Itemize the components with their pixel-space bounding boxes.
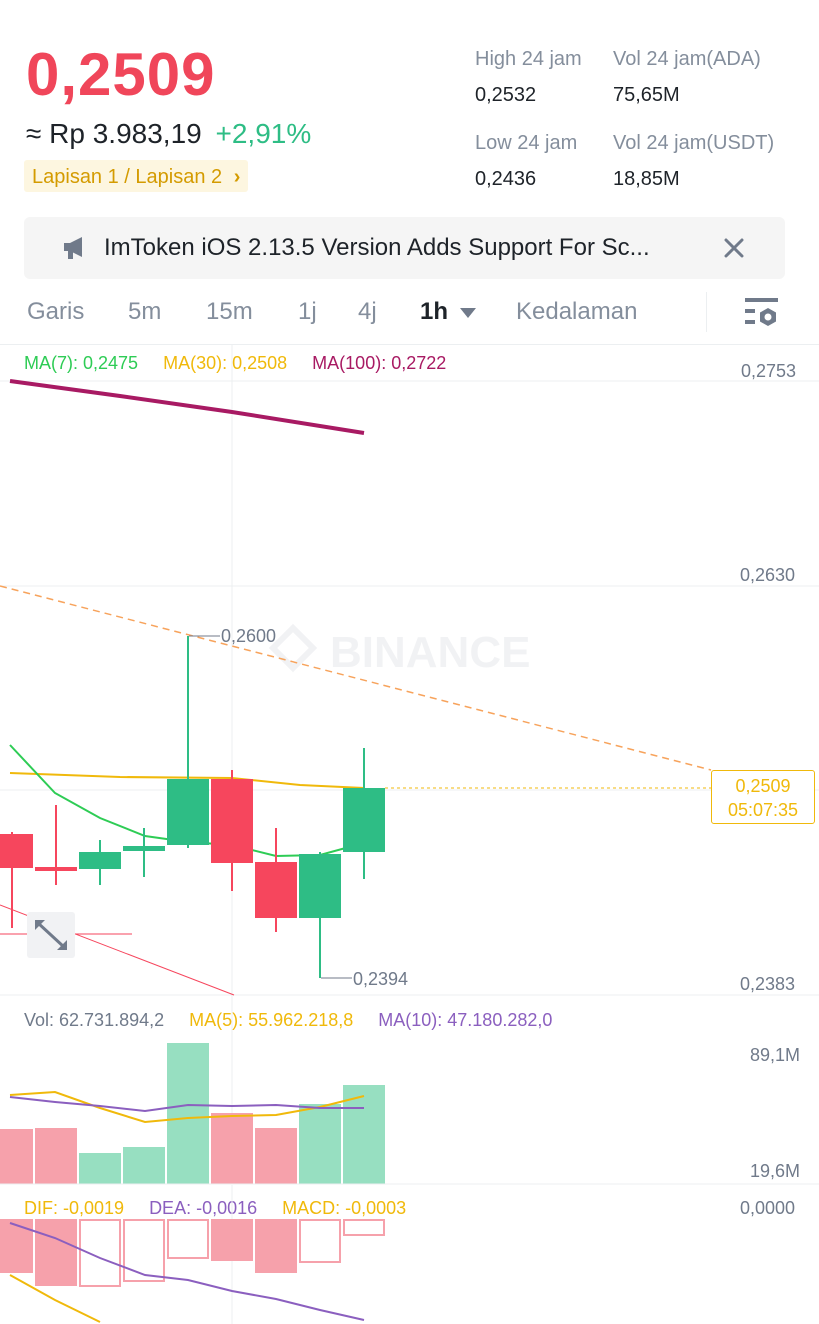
high-24h-label: High 24 jam <box>475 48 582 70</box>
tab-1j[interactable]: 1j <box>298 298 317 325</box>
volume-axis-bottom: 19,6M <box>750 1161 801 1181</box>
chart-settings-icon[interactable] <box>744 296 780 332</box>
fiat-price-row: ≈ Rp 3.983,19 +2,91% <box>26 118 311 150</box>
volume-value: Vol: 62.731.894,2 <box>24 1010 165 1030</box>
candle-up <box>343 788 385 852</box>
volume-bar-down <box>211 1113 253 1184</box>
current-price-tag: 0,2509 05:07:35 <box>711 770 815 824</box>
candle-down <box>0 834 33 868</box>
macd-dif-line <box>9 1274 101 1323</box>
ma7-legend: MA(7): 0,2475 <box>24 353 139 373</box>
macd-bar <box>0 1219 33 1273</box>
volume-bar-up <box>123 1147 165 1184</box>
news-banner[interactable]: ImToken iOS 2.13.5 Version Adds Support … <box>24 217 785 279</box>
news-text: ImToken iOS 2.13.5 Version Adds Support … <box>104 234 650 261</box>
high-marker-label: 0,2600 <box>221 626 276 646</box>
caret-down-icon <box>459 307 476 318</box>
candle-down <box>211 779 253 863</box>
tabs-divider <box>0 344 819 345</box>
macd-bar-hollow <box>123 1219 165 1282</box>
last-price: 0,2509 <box>26 41 216 108</box>
vol-ada-label: Vol 24 jam(ADA) <box>613 48 761 70</box>
ma-legend: MA(7): 0,2475 MA(30): 0,2508 MA(100): 0,… <box>24 353 446 374</box>
macd-bar <box>211 1219 253 1261</box>
expand-chart-button[interactable] <box>27 912 75 958</box>
watermark-text: BINANCE <box>330 628 530 677</box>
candlestick-chart[interactable]: BINANCE 0,2600 0,2394 <box>0 344 819 996</box>
macd-bar-hollow <box>167 1219 209 1259</box>
volume-ma10: MA(10): 47.180.282,0 <box>378 1010 553 1030</box>
macd-value: MACD: -0,0003 <box>282 1198 407 1218</box>
candle-up <box>299 854 341 918</box>
candle-countdown: 05:07:35 <box>727 800 799 820</box>
volume-bar-down <box>255 1128 297 1184</box>
macd-histogram <box>0 1219 385 1287</box>
vol-usdt-value: 18,85M <box>613 168 680 190</box>
candles <box>0 636 385 978</box>
layer-tag-link[interactable]: Lapisan 1 / Lapisan 2 › <box>24 160 249 192</box>
low-marker-label: 0,2394 <box>353 969 408 989</box>
tab-5m[interactable]: 5m <box>128 298 162 325</box>
macd-dea: DEA: -0,0016 <box>149 1198 258 1218</box>
trendline <box>0 585 712 771</box>
macd-chart[interactable] <box>0 1185 819 1324</box>
axis-price-bottom: 0,2383 <box>740 974 796 994</box>
volume-bar-up <box>79 1153 121 1184</box>
candle-down <box>35 867 77 871</box>
volume-bar-up <box>167 1043 209 1184</box>
expand-icon <box>35 920 67 950</box>
volume-axis-top: 89,1M <box>750 1045 801 1065</box>
macd-legend: DIF: -0,0019 DEA: -0,0016 MACD: -0,0003 <box>24 1198 406 1219</box>
tab-15m[interactable]: 15m <box>206 298 253 325</box>
macd-axis-top: 0,0000 <box>740 1198 796 1218</box>
volume-ma10-line <box>9 1096 364 1113</box>
volume-bar-down <box>35 1128 77 1184</box>
binance-watermark: BINANCE <box>268 623 530 677</box>
volume-bar-up <box>343 1085 385 1184</box>
macd-dif: DIF: -0,0019 <box>24 1198 125 1218</box>
axis-price-mid: 0,2630 <box>740 565 796 585</box>
tab-1h-label: 1h <box>420 298 449 325</box>
ma30-legend: MA(30): 0,2508 <box>163 353 288 373</box>
volume-bars <box>0 1043 385 1184</box>
macd-bar <box>255 1219 297 1273</box>
chevron-right-icon: › <box>233 166 241 188</box>
candle-up <box>167 779 209 845</box>
layer-tag-label: Lapisan 1 / Lapisan 2 <box>32 166 223 188</box>
low-24h-label: Low 24 jam <box>475 132 578 154</box>
macd-bar-hollow <box>79 1219 121 1287</box>
vol-usdt-label: Vol 24 jam(USDT) <box>613 132 775 154</box>
macd-dea-line <box>9 1222 365 1321</box>
tab-divider <box>706 292 707 332</box>
volume-ma5-line <box>9 1090 365 1124</box>
tab-kedalaman[interactable]: Kedalaman <box>516 298 638 325</box>
candle-up <box>123 846 165 851</box>
price-change-percent: +2,91% <box>215 118 312 149</box>
volume-chart[interactable] <box>0 995 819 1185</box>
current-price-value: 0,2509 <box>735 776 791 796</box>
ma100-line <box>9 379 365 435</box>
volume-bar-down <box>0 1129 33 1184</box>
axis-price-top: 0,2753 <box>741 361 797 381</box>
candle-down <box>255 862 297 918</box>
close-icon[interactable] <box>724 238 744 258</box>
ma100-legend: MA(100): 0,2722 <box>312 353 447 373</box>
fiat-price: ≈ Rp 3.983,19 <box>26 118 202 149</box>
volume-ma5: MA(5): 55.962.218,8 <box>189 1010 354 1030</box>
macd-bar-hollow <box>343 1219 385 1236</box>
high-24h-value: 0,2532 <box>475 84 537 106</box>
volume-bar-up <box>299 1104 341 1184</box>
tab-garis[interactable]: Garis <box>27 298 85 325</box>
candle-up <box>79 852 121 869</box>
macd-bar-hollow <box>299 1219 341 1263</box>
volume-legend: Vol: 62.731.894,2 MA(5): 55.962.218,8 MA… <box>24 1010 552 1031</box>
megaphone-icon <box>64 237 82 259</box>
macd-bar <box>35 1219 77 1286</box>
low-24h-value: 0,2436 <box>475 168 537 190</box>
tab-1h[interactable]: 1h <box>420 298 477 326</box>
tab-4j[interactable]: 4j <box>358 298 377 325</box>
vol-ada-value: 75,65M <box>613 84 680 106</box>
